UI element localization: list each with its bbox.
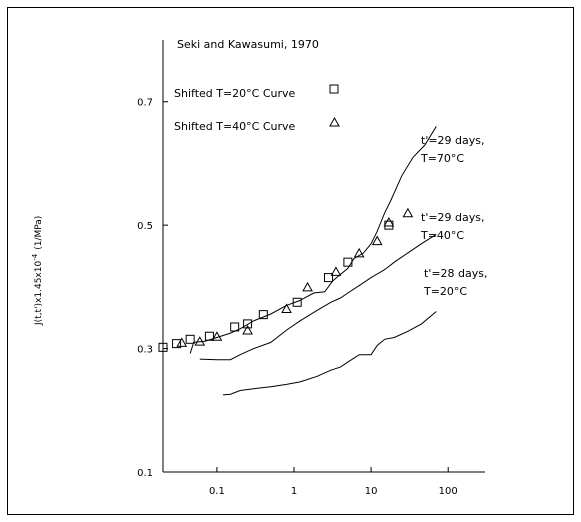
curve-label-70-line1: t'=29 days, — [421, 134, 485, 147]
data-point-triangle — [383, 217, 395, 227]
series-line-40 — [199, 233, 437, 361]
data-point-triangle — [194, 336, 206, 346]
curve-label-70-line2: T=70°C — [420, 152, 464, 165]
data-point-square — [323, 273, 333, 283]
chart-title: Seki and Kawasumi, 1970 — [177, 38, 319, 51]
x-ticks: 0.1 1 10 100 — [209, 467, 458, 497]
data-point-square — [292, 297, 302, 307]
y-tick-label: 0.3 — [137, 345, 153, 356]
y-axis-label: J(t,t')x1.45x10-4(1/MPa) — [31, 216, 44, 326]
data-point-triangle — [402, 207, 414, 218]
y-tick-label: 0.1 — [137, 468, 153, 479]
y-tick-label: 0.5 — [137, 221, 153, 232]
series-line-20 — [222, 311, 437, 396]
data-point-square — [204, 331, 214, 341]
data-point-triangle — [242, 325, 253, 335]
y-tick-label: 0.7 — [137, 98, 153, 109]
data-point-square — [185, 334, 195, 344]
plot-area — [158, 126, 437, 396]
legend: Shifted T=20°C Curve Shifted T=40°C Curv… — [174, 84, 340, 133]
legend-label-square: Shifted T=20°C Curve — [174, 87, 296, 100]
y-ticks: 0.1 0.3 0.5 0.7 — [137, 98, 168, 479]
axes — [162, 40, 485, 473]
x-tick-label: 1 — [291, 486, 297, 497]
data-point-triangle — [211, 331, 223, 341]
legend-triangle-marker — [329, 116, 340, 127]
x-tick-label: 0.1 — [209, 486, 225, 497]
curve-labels: t'=29 days, T=70°C t'=29 days, T=40°C t'… — [420, 134, 488, 298]
curve-label-20-line2: T=20°C — [423, 285, 467, 298]
curve-label-40-line2: T=40°C — [420, 229, 464, 242]
data-point-square — [172, 339, 182, 349]
data-point-triangle — [330, 266, 342, 276]
data-point-triangle — [281, 303, 292, 313]
data-point-triangle — [176, 337, 188, 347]
data-point-square — [230, 322, 240, 332]
x-tick-label: 100 — [439, 486, 458, 497]
figure-border — [7, 7, 574, 515]
curve-label-40-line1: t'=29 days, — [421, 211, 485, 224]
curve-label-20-line1: t'=28 days, — [424, 267, 488, 280]
data-point-triangle — [353, 247, 365, 258]
series-line-70 — [189, 126, 437, 354]
x-tick-label: 10 — [365, 486, 378, 497]
data-point-triangle — [302, 281, 313, 292]
legend-label-triangle: Shifted T=40°C Curve — [174, 120, 296, 133]
data-point-triangle — [371, 235, 383, 246]
data-point-square — [158, 342, 168, 352]
data-point-square — [343, 257, 353, 267]
data-point-square — [258, 310, 268, 320]
legend-square-marker — [329, 84, 339, 94]
data-point-square — [243, 319, 253, 329]
